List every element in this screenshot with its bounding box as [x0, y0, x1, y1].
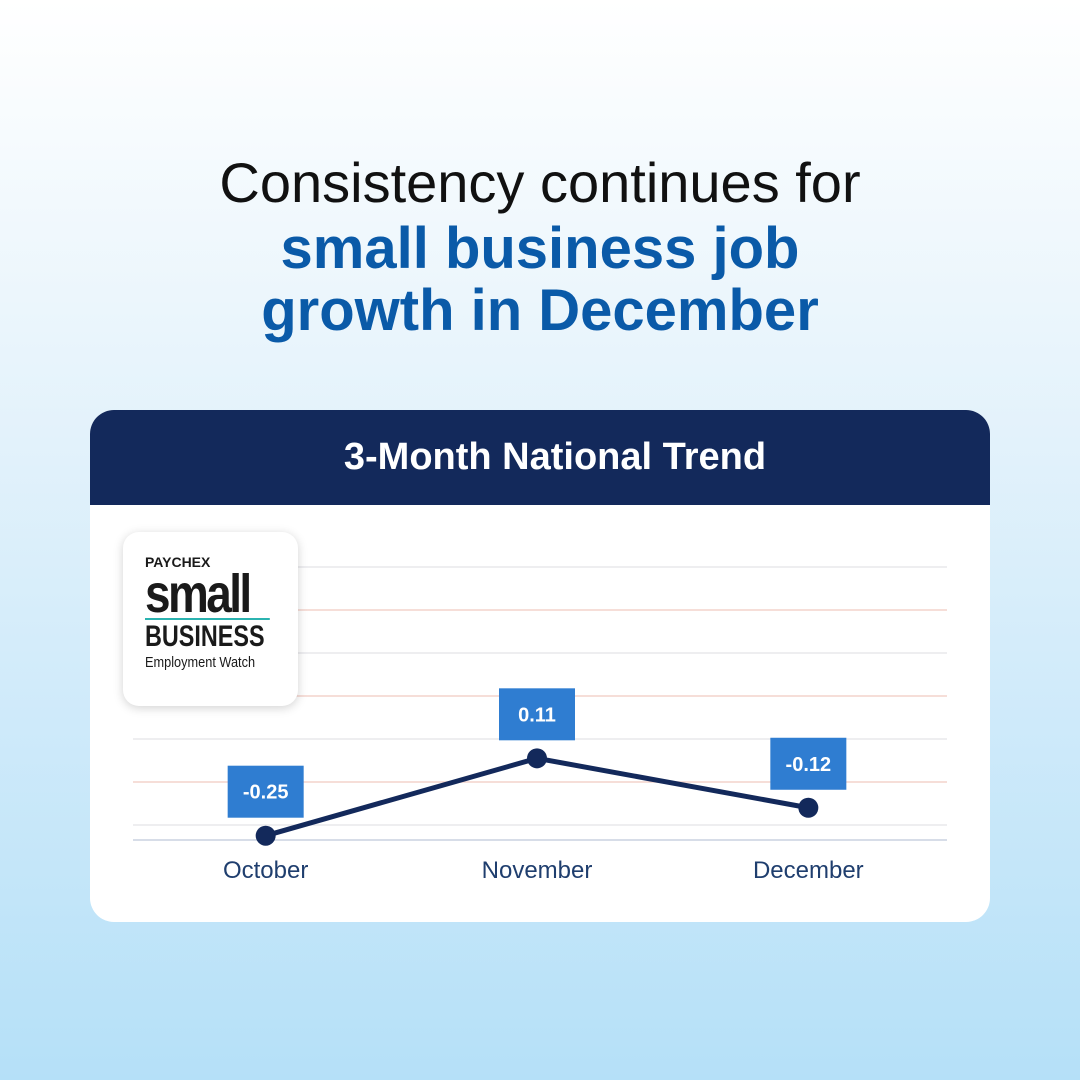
x-tick-label: November — [482, 857, 593, 884]
logo-business: BUSINESS — [145, 618, 270, 654]
title: Consistency continues for — [219, 151, 861, 214]
point — [255, 825, 276, 846]
logo-small: small — [145, 564, 252, 624]
card-header: 3-Month National Trend — [90, 410, 990, 505]
logo-tagline: Employment Watch — [145, 654, 256, 671]
value-label: 0.11 — [518, 704, 556, 726]
point — [798, 797, 819, 818]
x-tick-label: October — [223, 857, 308, 884]
value-label-box — [227, 765, 304, 818]
logo: PAYCHEX small BUSINESS Employment Watch — [123, 532, 298, 706]
value-label: -0.12 — [786, 754, 832, 776]
logo-brand: PAYCHEX — [145, 554, 211, 570]
line — [264, 755, 809, 839]
subtitle: small business job growth in December — [261, 216, 819, 343]
chart-card: 3-Month National Trend — [90, 410, 990, 922]
x-tick-label: December — [753, 857, 864, 884]
point — [527, 748, 547, 769]
value-label-box — [770, 737, 847, 790]
value-label-box — [499, 688, 575, 741]
value-label: -0.25 — [243, 782, 289, 804]
